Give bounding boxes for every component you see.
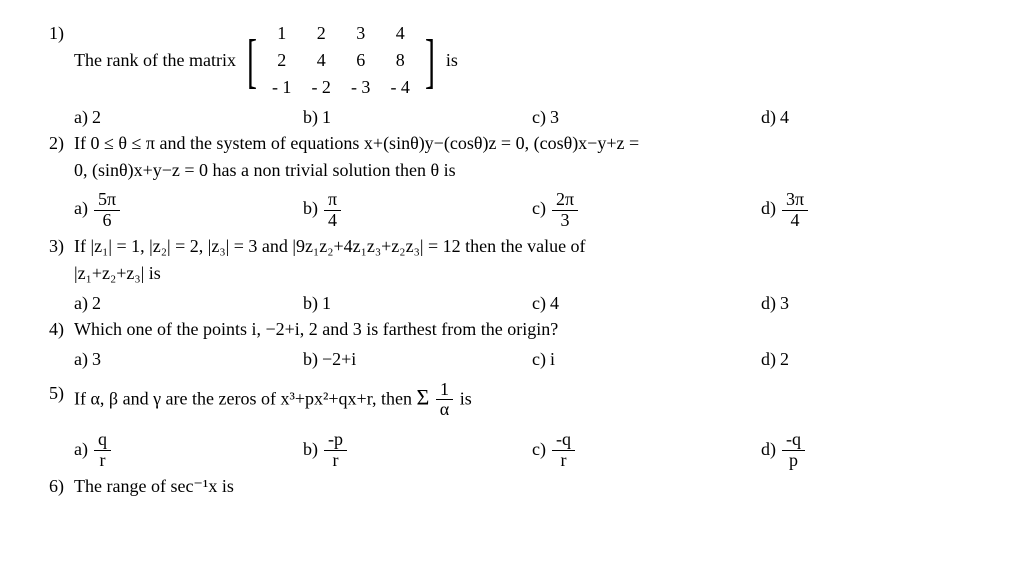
q5-opt-b: b)-pr [303,430,532,471]
question-4: 4) Which one of the points i, −2+i, 2 an… [30,316,990,343]
q4-options: a)3 b)−2+i c)i d)2 [74,349,990,370]
q5-opt-c: c)-qr [532,430,761,471]
q5-options: a)qr b)-pr c)-qr d)-qp [74,430,990,471]
q6-body: The range of sec⁻¹x is [74,473,990,500]
q2-opt-c: c)2π3 [532,190,761,231]
q5-post: is [460,388,472,408]
q2-options: a)5π6 b)π4 c)2π3 d)3π4 [74,190,990,231]
q1-body: The rank of the matrix [ 1234 2468 - 1- … [74,20,990,101]
question-2: 2) If 0 ≤ θ ≤ π and the system of equati… [30,130,990,184]
q5-frac: 1α [436,380,453,421]
q3-number: 3) [30,233,74,260]
q2-opt-a: a)5π6 [74,190,303,231]
q3-opt-a: a)2 [74,293,303,314]
question-6: 6) The range of sec⁻¹x is [30,473,990,500]
q5-opt-a: a)qr [74,430,303,471]
question-1: 1) The rank of the matrix [ 1234 2468 - … [30,20,990,101]
q5-pre: If α, β and γ are the zeros of x³+px²+qx… [74,388,416,408]
q4-opt-d: d)2 [761,349,990,370]
q4-opt-a: a)3 [74,349,303,370]
q3-opt-b: b)1 [303,293,532,314]
q2-number: 2) [30,130,74,157]
q1-opt-c: c)3 [532,107,761,128]
q3-opt-c: c)4 [532,293,761,314]
q1-pre: The rank of the matrix [74,47,236,74]
q1-matrix: [ 1234 2468 - 1- 2- 3- 4 ] [242,20,440,101]
q1-opt-b: b)1 [303,107,532,128]
q3-line2: |z₁+z₂+z₃| is [74,260,990,287]
q2-line2: 0, (sinθ)x+y−z = 0 has a non trivial sol… [74,157,990,184]
q4-opt-b: b)−2+i [303,349,532,370]
q1-opt-a: a)2 [74,107,303,128]
q5-number: 5) [30,380,74,407]
q4-number: 4) [30,316,74,343]
q2-opt-b: b)π4 [303,190,532,231]
q6-number: 6) [30,473,74,500]
sigma-icon: Σ [416,384,429,409]
question-3: 3) If |z₁| = 1, |z₂| = 2, |z₃| = 3 and |… [30,233,990,287]
q3-body: If |z₁| = 1, |z₂| = 2, |z₃| = 3 and |9z₁… [74,233,990,287]
q3-options: a)2 b)1 c)4 d)3 [74,293,990,314]
q2-opt-d: d)3π4 [761,190,990,231]
q2-body: If 0 ≤ θ ≤ π and the system of equations… [74,130,990,184]
q1-options: a)2 b)1 c)3 d)4 [74,107,990,128]
q1-opt-d: d)4 [761,107,990,128]
q3-line1: If |z₁| = 1, |z₂| = 2, |z₃| = 3 and |9z₁… [74,233,990,260]
q2-line1: If 0 ≤ θ ≤ π and the system of equations… [74,130,990,157]
q4-body: Which one of the points i, −2+i, 2 and 3… [74,316,990,343]
q5-body: If α, β and γ are the zeros of x³+px²+qx… [74,380,990,421]
q4-opt-c: c)i [532,349,761,370]
q5-opt-d: d)-qp [761,430,990,471]
q1-post: is [446,47,458,74]
q1-number: 1) [30,20,74,47]
q3-opt-d: d)3 [761,293,990,314]
question-5: 5) If α, β and γ are the zeros of x³+px²… [30,380,990,421]
